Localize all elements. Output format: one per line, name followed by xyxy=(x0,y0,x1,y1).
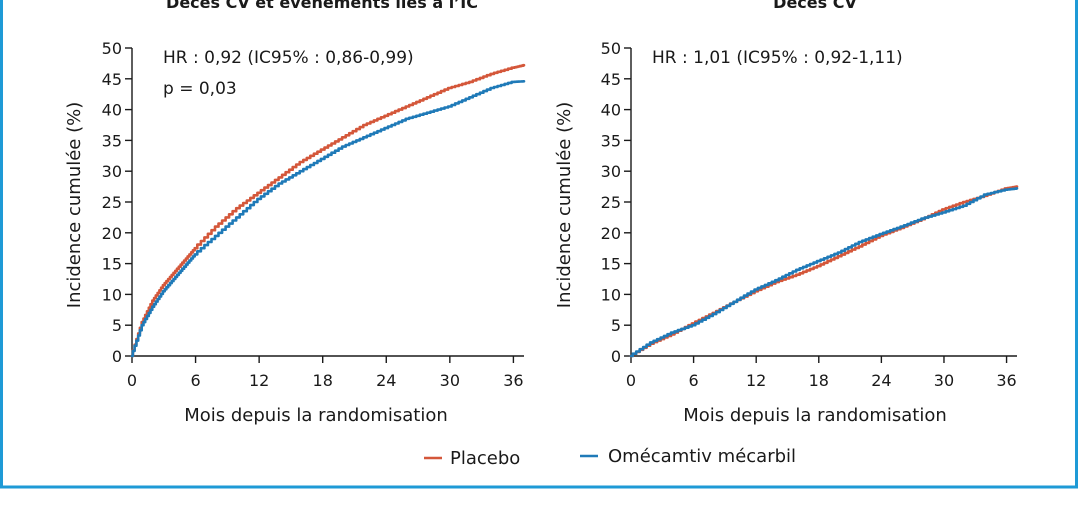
x-tick-label: 0 xyxy=(127,371,137,390)
y-tick-label: 50 xyxy=(601,39,621,58)
x-tick-label: 6 xyxy=(190,371,200,390)
chart-hf-events: Décès CV et événements liés à l’IC Incid… xyxy=(64,0,526,426)
x-tick-label: 12 xyxy=(746,371,766,390)
y-tick-label: 30 xyxy=(601,162,621,181)
hazard-ratio-annotation: HR : 1,01 (IC95% : 0,92-1,11) xyxy=(652,48,903,68)
x-tick-label: 30 xyxy=(934,371,954,390)
axes: 0 5 10 15 20 25 30 35 40 45 50 0 6 12 18 24 30 36 xyxy=(102,39,524,390)
y-tick-label: 30 xyxy=(102,162,122,181)
y-axis-title: Incidence cumulée (%) xyxy=(554,102,575,308)
p-value-annotation: p = 0,03 xyxy=(163,79,237,99)
y-tick-label: 10 xyxy=(102,285,122,304)
x-tick-label: 24 xyxy=(376,371,396,390)
legend: Placebo Omécamtiv mécarbil xyxy=(424,446,796,469)
y-tick-label: 15 xyxy=(102,255,122,274)
x-tick-label: 6 xyxy=(689,371,699,390)
y-tick-label: 35 xyxy=(601,131,621,150)
y-tick-label: 0 xyxy=(611,347,621,366)
y-tick-label: 0 xyxy=(112,347,122,366)
x-tick-label: 36 xyxy=(996,371,1016,390)
y-tick-label: 20 xyxy=(601,224,621,243)
y-tick-label: 5 xyxy=(112,316,122,335)
x-tick-label: 18 xyxy=(313,371,333,390)
y-tick-label: 10 xyxy=(601,285,621,304)
x-axis-title: Mois depuis la randomisation xyxy=(184,405,448,426)
chart-cv-death: Décès CV Incidence cumulée (%) Mois depu… xyxy=(554,0,1019,426)
y-tick-label: 40 xyxy=(102,101,122,120)
chart-title: Décès CV xyxy=(773,0,857,12)
x-axis-title: Mois depuis la randomisation xyxy=(683,405,947,426)
y-tick-label: 5 xyxy=(611,316,621,335)
axes: 0 5 10 15 20 25 30 35 40 45 50 0 6 12 18 24 30 36 xyxy=(601,39,1017,390)
frame-border xyxy=(0,0,1078,489)
y-tick-label: 25 xyxy=(601,193,621,212)
x-tick-label: 12 xyxy=(249,371,269,390)
y-tick-label: 45 xyxy=(601,70,621,89)
x-tick-label: 0 xyxy=(626,371,636,390)
y-tick-label: 50 xyxy=(102,39,122,58)
plot-area xyxy=(629,185,1019,358)
y-tick-label: 15 xyxy=(601,255,621,274)
series-line-placebo xyxy=(130,63,526,358)
x-tick-label: 24 xyxy=(871,371,891,390)
x-tick-label: 36 xyxy=(503,371,523,390)
x-tick-label: 18 xyxy=(809,371,829,390)
y-tick-label: 20 xyxy=(102,224,122,243)
legend-label-placebo: Placebo xyxy=(450,448,520,469)
series-line-placebo xyxy=(629,185,1019,358)
hazard-ratio-annotation: HR : 0,92 (IC95% : 0,86-0,99) xyxy=(163,48,414,68)
x-tick-label: 30 xyxy=(440,371,460,390)
y-tick-label: 35 xyxy=(102,131,122,150)
y-tick-label: 40 xyxy=(601,101,621,120)
series-line-omecamtiv xyxy=(629,187,1019,358)
plot-area xyxy=(130,63,526,358)
y-axis-title: Incidence cumulée (%) xyxy=(64,102,85,308)
legend-label-omecamtiv: Omécamtiv mécarbil xyxy=(608,446,796,467)
y-tick-label: 45 xyxy=(102,70,122,89)
chart-title: Décès CV et événements liés à l’IC xyxy=(166,0,478,12)
y-tick-label: 25 xyxy=(102,193,122,212)
series-line-omecamtiv xyxy=(130,80,526,358)
